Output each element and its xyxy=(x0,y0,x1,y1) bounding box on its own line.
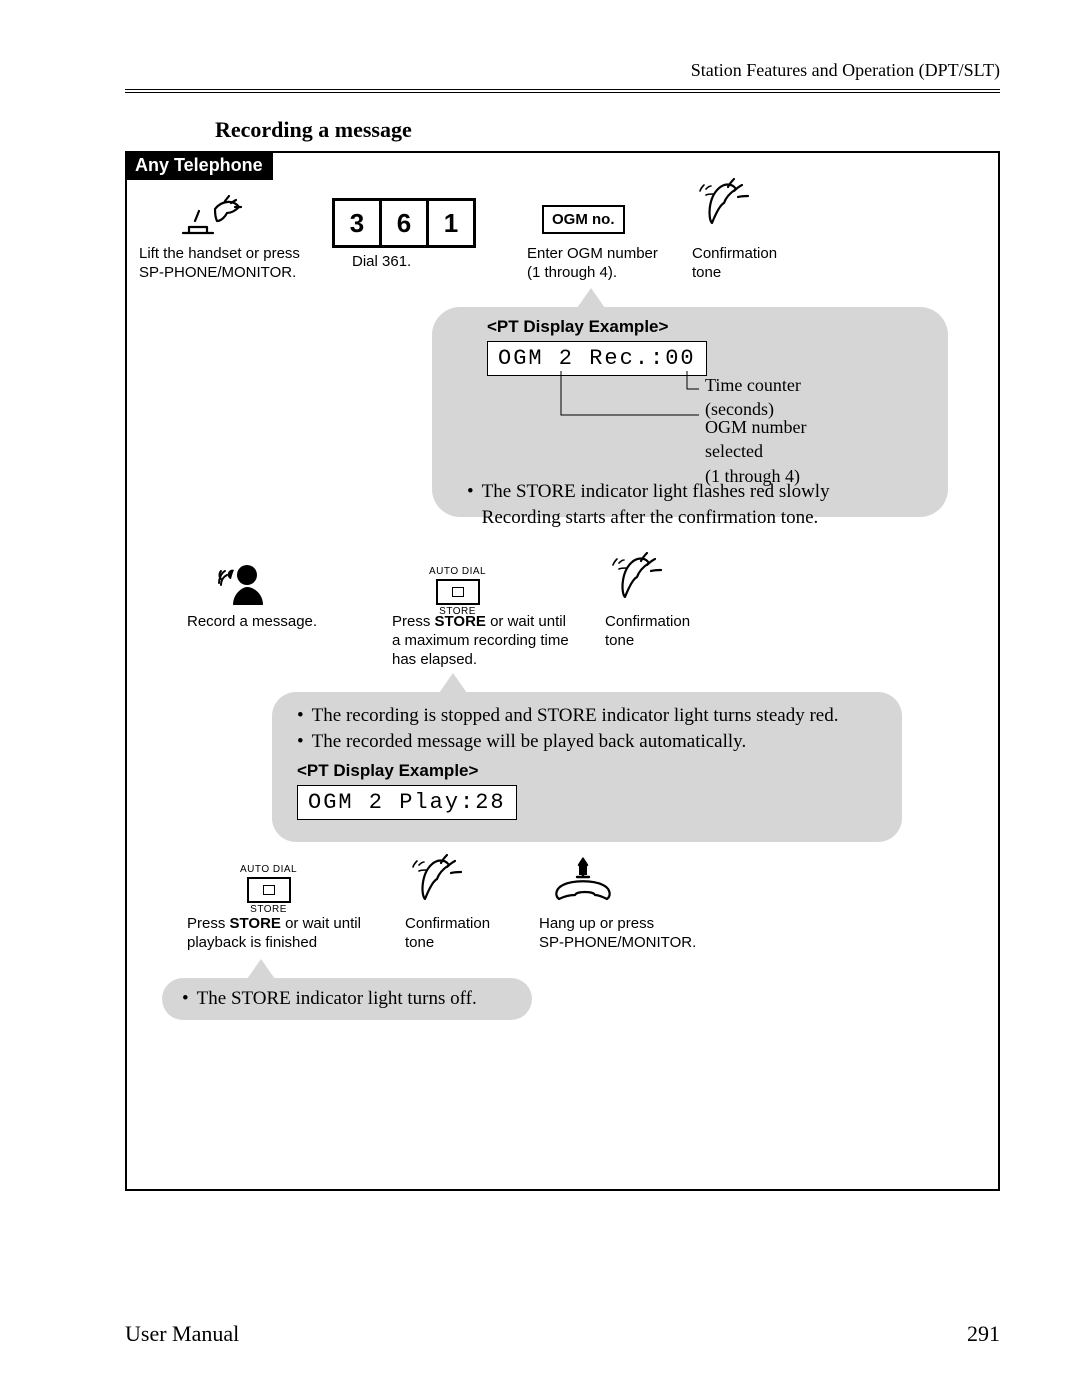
anno-ogm-2: selected xyxy=(705,441,763,461)
callout1-pointer xyxy=(577,288,605,308)
anno-ogm-1: OGM number xyxy=(705,417,807,437)
callout2-b2: The recorded message will be played back… xyxy=(312,729,747,755)
store-top-1: AUTO DIAL xyxy=(429,567,486,577)
digit-3: 3 xyxy=(335,201,382,245)
store-caption-2: Press STORE or wait until playback is fi… xyxy=(187,915,387,953)
lift-caption: Lift the handset or press SP-PHONE/MONIT… xyxy=(139,245,309,283)
store-button-2: AUTO DIAL STORE xyxy=(240,865,297,915)
store-button-1: AUTO DIAL STORE xyxy=(429,567,486,617)
page-footer: User Manual 291 xyxy=(125,1321,1000,1347)
ogm-no-label: OGM no. xyxy=(542,205,625,234)
callout3-b1: The STORE indicator light turns off. xyxy=(197,986,477,1012)
callout3-pointer xyxy=(247,959,275,979)
callout1-title: <PT Display Example> xyxy=(487,317,668,337)
callout2-bullets: •The recording is stopped and STORE indi… xyxy=(297,703,887,754)
callout1-b1-cont: Recording starts after the confirmation … xyxy=(482,507,819,528)
callout2-title: <PT Display Example> xyxy=(297,761,478,781)
ogm-no-box: OGM no. xyxy=(542,205,625,234)
callout1-anno-ogm: OGM number selected (1 through 4) xyxy=(705,415,807,488)
store-caption-1: Press STORE or wait until a maximum reco… xyxy=(392,613,592,669)
footer-left: User Manual xyxy=(125,1321,239,1347)
hang-up-icon xyxy=(549,855,625,916)
procedure-panel: Any Telephone Lift the handset or press … xyxy=(125,151,1000,1191)
lift-handset-icon xyxy=(177,191,247,246)
callout1-bullet: •The STORE indicator light flashes red s… xyxy=(467,479,937,530)
record-caption: Record a message. xyxy=(187,613,317,632)
confirmation-tone-icon-2 xyxy=(605,551,671,620)
store-bot-2: STORE xyxy=(240,905,297,915)
running-header: Station Features and Operation (DPT/SLT) xyxy=(125,60,1000,81)
callout2-lcd: OGM 2 Play:28 xyxy=(297,785,517,820)
footer-right: 291 xyxy=(967,1321,1000,1347)
confirmation-caption-2: Confirmation tone xyxy=(605,613,690,651)
digit-6: 6 xyxy=(382,201,429,245)
callout2-pointer xyxy=(439,673,467,693)
panel-tab: Any Telephone xyxy=(125,151,273,180)
record-message-icon xyxy=(217,561,271,614)
header-rule xyxy=(125,89,1000,93)
callout3-bullet: •The STORE indicator light turns off. xyxy=(182,986,477,1012)
confirmation-tone-icon-3 xyxy=(405,853,471,922)
store-top-2: AUTO DIAL xyxy=(240,865,297,875)
confirmation-caption-3: Confirmation tone xyxy=(405,915,490,953)
confirmation-tone-icon-1 xyxy=(692,177,758,246)
confirmation-caption-1: Confirmation tone xyxy=(692,245,777,283)
digit-1: 1 xyxy=(429,201,473,245)
hangup-caption: Hang up or press SP-PHONE/MONITOR. xyxy=(539,915,696,953)
callout1-b1: The STORE indicator light flashes red sl… xyxy=(482,481,830,502)
dial-caption: Dial 361. xyxy=(352,253,411,272)
callout2-b1: The recording is stopped and STORE indic… xyxy=(312,703,839,729)
anno-time-1: Time counter xyxy=(705,375,801,395)
ogm-caption: Enter OGM number (1 through 4). xyxy=(527,245,658,283)
dial-keypad: 3 6 1 xyxy=(332,198,476,248)
section-title: Recording a message xyxy=(215,117,1000,143)
